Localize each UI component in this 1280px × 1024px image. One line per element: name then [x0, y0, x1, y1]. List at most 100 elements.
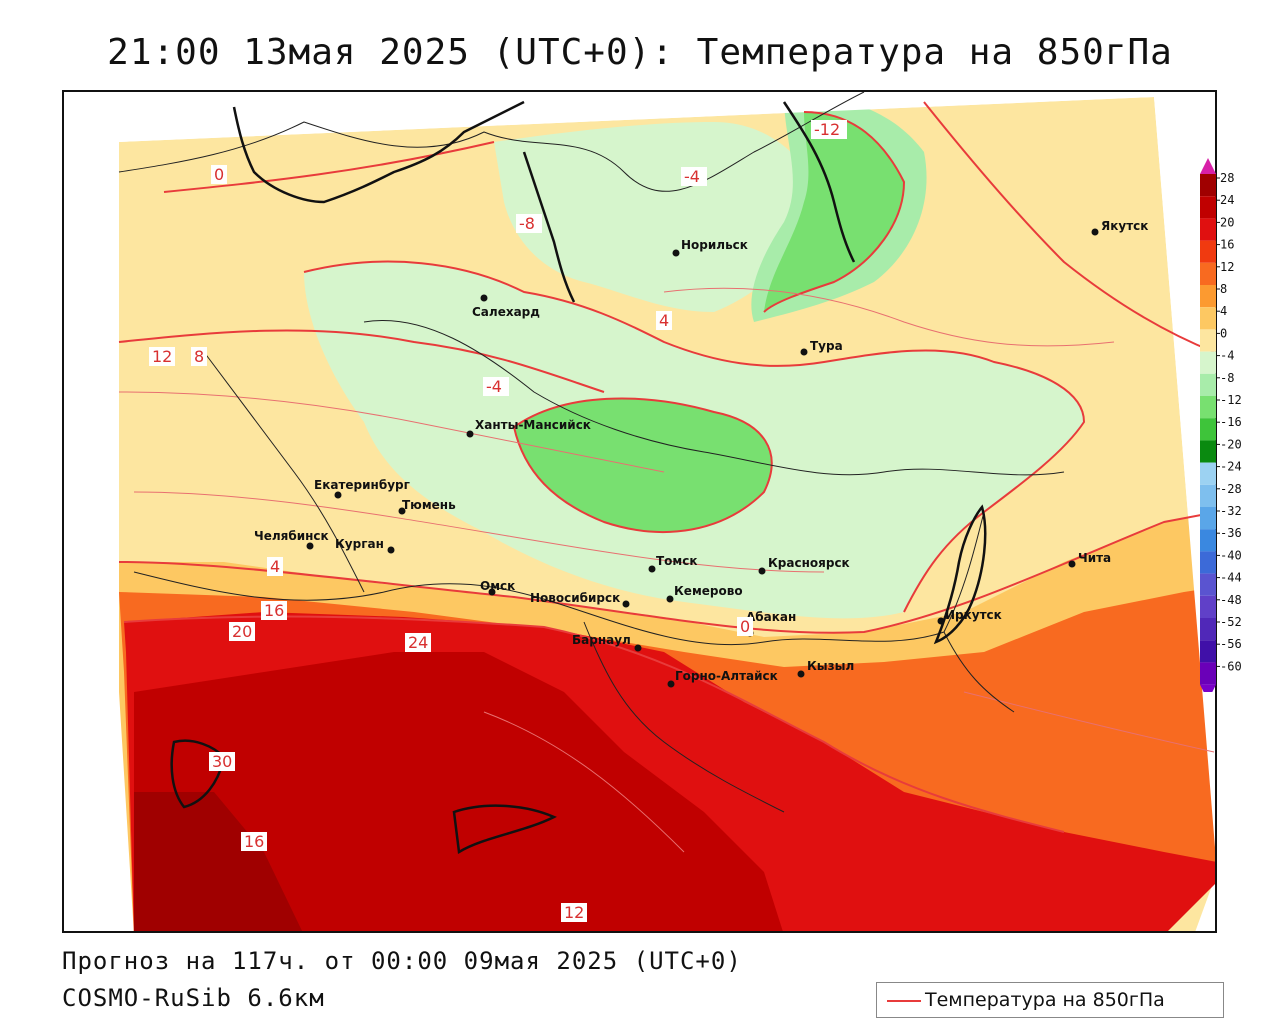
- cities-layer: Якутск Норильск Салехард Тура Ханты-Мансийск…: [254, 219, 1148, 688]
- city-marker: [387, 546, 395, 554]
- colorbar-swatch: [1200, 373, 1216, 396]
- city-label: Кызыл: [807, 659, 854, 673]
- colorbar-bottom-arrow: [1200, 684, 1216, 692]
- city-marker: [1091, 228, 1099, 236]
- colorbar-swatch: [1200, 262, 1216, 285]
- isoline-label: 8: [194, 347, 204, 366]
- city-marker: [648, 565, 656, 573]
- city-label: Омск: [480, 579, 515, 593]
- city-marker: [937, 617, 945, 625]
- city-label: Ханты-Мансийск: [475, 418, 591, 432]
- city-label: Тюмень: [402, 498, 456, 512]
- colorbar-tick-label: 24: [1220, 193, 1234, 207]
- colorbar-tick-label: 0: [1220, 326, 1227, 340]
- colorbar-swatch: [1200, 351, 1216, 374]
- isoline-label: -12: [814, 120, 840, 139]
- city-marker: [634, 644, 642, 652]
- isoline-label: 24: [408, 633, 428, 652]
- colorbar-swatch: [1200, 551, 1216, 574]
- city-marker: [398, 507, 406, 515]
- colorbar-tick-label: 8: [1220, 282, 1227, 296]
- isoline-label: 0: [740, 617, 750, 636]
- colorbar-tick-label: -20: [1220, 437, 1242, 451]
- isoline-label: 12: [564, 903, 584, 922]
- colorbar-tick-label: -44: [1220, 571, 1242, 585]
- isoline-label-bg: [811, 120, 847, 139]
- borders: [118, 92, 1065, 813]
- isoline-label-bg: [405, 633, 431, 652]
- colorbar-swatch: [1200, 218, 1216, 241]
- colorbar-tick-label: -4: [1220, 349, 1234, 363]
- colorbar-tick-label: -16: [1220, 415, 1242, 429]
- colorbar-tick-label: -60: [1220, 659, 1242, 673]
- city-label: Новосибирск: [530, 591, 620, 605]
- colorbar-swatch: [1200, 196, 1216, 219]
- colorbar-tick-label: -40: [1220, 548, 1242, 562]
- isoline-label: 16: [244, 832, 264, 851]
- colorbar-tick-label: -32: [1220, 504, 1242, 518]
- isoline-label-bg: [681, 167, 707, 186]
- colorbar-swatch: [1200, 329, 1216, 352]
- colorbar-tick-label: 4: [1220, 304, 1227, 318]
- city-label: Абакан: [746, 610, 796, 624]
- colorbar-tick-label: 28: [1220, 171, 1234, 185]
- city-marker: [800, 348, 808, 356]
- colorbar-tick-label: -52: [1220, 615, 1242, 629]
- city-label: Курган: [335, 537, 384, 551]
- colorbar-swatch: [1200, 462, 1216, 485]
- city-marker: [1068, 560, 1076, 568]
- colorbar-top-arrow: [1200, 158, 1216, 174]
- model-info: COSMO-RuSib 6.6км: [62, 984, 325, 1012]
- city-marker: [306, 542, 314, 550]
- city-marker: [488, 588, 496, 596]
- temperature-fields: [64, 92, 1215, 931]
- city-marker: [672, 249, 680, 257]
- isoline-label-bg: [516, 214, 542, 233]
- colorbar-swatch: [1200, 529, 1216, 552]
- colorbar-tick-label: 16: [1220, 238, 1234, 252]
- colorbar-tick-label: -28: [1220, 482, 1242, 496]
- city-marker: [466, 430, 474, 438]
- colorbar-swatch: [1200, 595, 1216, 618]
- colorbar-swatch: [1200, 418, 1216, 441]
- isoline-label: -8: [519, 214, 535, 233]
- city-label: Кемерово: [674, 584, 743, 598]
- colorbar-tick-label: -24: [1220, 460, 1242, 474]
- city-marker: [480, 294, 488, 302]
- temperature-map[interactable]: Якутск Норильск Салехард Тура Ханты-Мансийск…: [62, 90, 1217, 933]
- colorbar-tick-label: -12: [1220, 393, 1242, 407]
- colorbar-swatch: [1200, 285, 1216, 308]
- isoline-label: 20: [232, 622, 252, 641]
- city-marker: [622, 600, 630, 608]
- colorbar-swatch: [1200, 307, 1216, 330]
- isoline-labels-layer: 0 -4 -8 -12 4 8 12 16 20 24 30 16 12 0 -4 4: [149, 120, 847, 922]
- city-label: Екатеринбург: [314, 478, 410, 492]
- isoline-label-bg: [267, 557, 283, 576]
- colorbar-swatch: [1200, 618, 1216, 641]
- city-label: Томск: [656, 554, 698, 568]
- colorbar-swatch: [1200, 507, 1216, 530]
- isoline-label: 30: [212, 752, 232, 771]
- colorbar-tick-label: 12: [1220, 260, 1234, 274]
- map-title: 21:00 13мая 2025 (UTC+0): Температура на…: [107, 32, 1173, 73]
- city-label: Барнаул: [572, 633, 631, 647]
- colorbar-swatch: [1200, 662, 1216, 685]
- city-label: Чита: [1078, 551, 1111, 565]
- city-marker: [334, 491, 342, 499]
- city-label: Якутск: [1101, 219, 1148, 233]
- isoline-label-bg: [191, 347, 207, 366]
- coastline-north: [232, 100, 856, 303]
- city-label: Красноярск: [768, 556, 850, 570]
- legend: Температура на 850гПа: [876, 982, 1224, 1018]
- temperature-colorbar: 28 24 20 16 12 8 4 0 -4 -8 -12 -16 -20 -24 -28 -32 -36 -4…: [1200, 158, 1242, 692]
- isoline-label-bg: [241, 832, 267, 851]
- isoline-label: 4: [270, 557, 280, 576]
- colorbar-swatch: [1200, 174, 1216, 197]
- forecast-info: Прогноз на 117ч. от 00:00 09мая 2025 (UT…: [62, 947, 742, 975]
- isoline-label: 16: [264, 601, 284, 620]
- city-label: Иркутск: [945, 608, 1002, 622]
- lake-outlines: [170, 504, 987, 855]
- colorbar-tick-label: -36: [1220, 526, 1242, 540]
- isoline-label-bg: [656, 311, 672, 330]
- legend-line-swatch: [887, 1000, 921, 1002]
